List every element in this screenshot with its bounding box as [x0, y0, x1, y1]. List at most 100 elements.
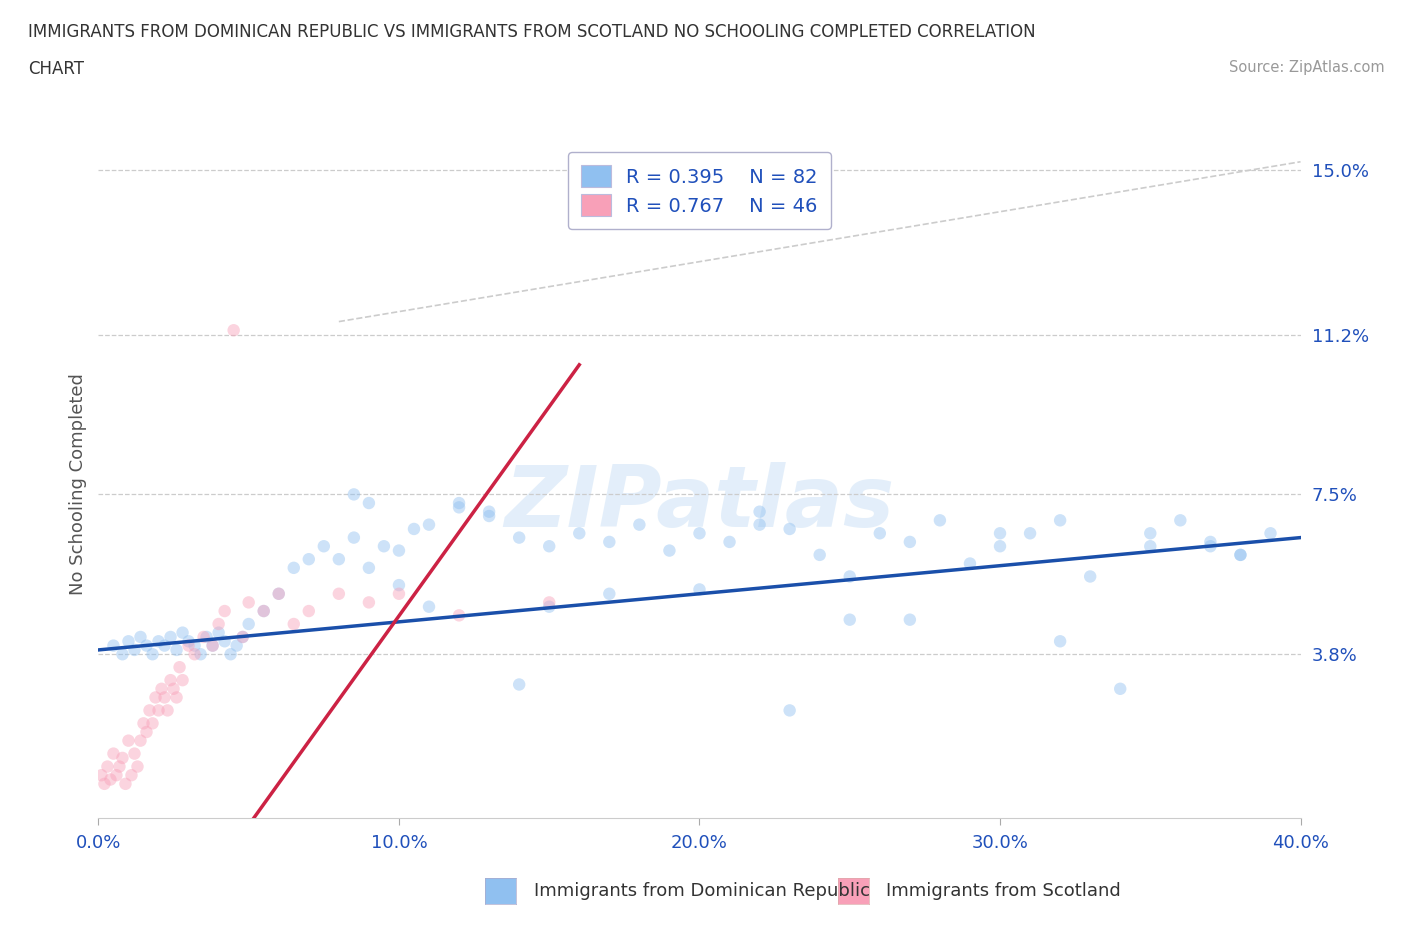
Point	[121, 768, 143, 783]
Point	[100, 772, 122, 787]
Point	[898, 535, 921, 550]
Point	[232, 630, 254, 644]
Point	[1139, 538, 1161, 553]
Point	[598, 535, 620, 550]
Point	[1049, 634, 1071, 649]
Point	[238, 595, 260, 610]
Point	[190, 646, 212, 661]
Point	[508, 530, 530, 545]
Point	[127, 759, 149, 774]
Point	[225, 638, 247, 653]
Point	[138, 703, 160, 718]
Point	[838, 569, 860, 584]
Point	[117, 733, 139, 748]
Point	[568, 525, 591, 540]
Point	[208, 625, 231, 640]
Point	[153, 690, 176, 705]
Point	[103, 746, 125, 761]
Point	[988, 525, 1011, 540]
Point	[508, 677, 530, 692]
Point	[148, 634, 170, 649]
Point	[283, 561, 305, 576]
Point	[177, 634, 200, 649]
Point	[1139, 525, 1161, 540]
Point	[343, 487, 366, 502]
Point	[838, 612, 860, 627]
Point	[219, 646, 242, 661]
Point	[1170, 512, 1192, 527]
Point	[718, 535, 741, 550]
Point	[172, 672, 194, 687]
Point	[1199, 535, 1222, 550]
Point	[658, 543, 681, 558]
Point	[183, 638, 205, 653]
Point	[177, 638, 200, 653]
Point	[478, 509, 501, 524]
Point	[598, 586, 620, 601]
Point	[538, 595, 561, 610]
Point	[298, 551, 321, 566]
Legend: R = 0.395    N = 82, R = 0.767    N = 46: R = 0.395 N = 82, R = 0.767 N = 46	[568, 152, 831, 229]
Point	[238, 617, 260, 631]
Point	[162, 682, 184, 697]
Point	[1109, 682, 1132, 697]
Point	[1049, 512, 1071, 527]
Point	[1199, 538, 1222, 553]
Point	[156, 703, 179, 718]
Point	[201, 638, 224, 653]
Point	[402, 522, 425, 537]
Point	[328, 551, 350, 566]
Point	[253, 604, 276, 618]
Point	[214, 604, 236, 618]
Point	[214, 634, 236, 649]
Point	[418, 599, 440, 614]
Point	[418, 517, 440, 532]
Point	[628, 517, 651, 532]
Point	[357, 561, 380, 576]
Point	[148, 703, 170, 718]
Point	[267, 586, 290, 601]
Point	[232, 630, 254, 644]
Point	[447, 608, 470, 623]
Point	[808, 548, 831, 563]
Text: Immigrants from Dominican Republic: Immigrants from Dominican Republic	[534, 882, 870, 900]
Point	[959, 556, 981, 571]
Point	[166, 690, 188, 705]
Point	[538, 538, 561, 553]
Point	[169, 659, 191, 674]
Point	[150, 682, 173, 697]
Point	[447, 496, 470, 511]
Point	[111, 646, 134, 661]
Point	[114, 777, 136, 791]
Point	[373, 538, 395, 553]
Point	[689, 582, 711, 597]
Y-axis label: No Schooling Completed: No Schooling Completed	[69, 373, 87, 594]
Point	[538, 599, 561, 614]
Point	[1260, 525, 1282, 540]
Point	[1229, 548, 1251, 563]
Point	[183, 646, 205, 661]
Point	[129, 733, 152, 748]
Point	[343, 530, 366, 545]
Point	[447, 500, 470, 515]
Point	[153, 638, 176, 653]
Point	[141, 646, 163, 661]
Point	[166, 643, 188, 658]
Point	[267, 586, 290, 601]
Point	[135, 638, 157, 653]
Point	[388, 543, 411, 558]
Point	[132, 716, 155, 731]
Point	[124, 643, 146, 658]
Point	[929, 512, 952, 527]
Point	[869, 525, 891, 540]
Point	[195, 630, 218, 644]
Point	[478, 504, 501, 519]
Point	[222, 323, 245, 338]
Point	[388, 578, 411, 592]
Point	[988, 538, 1011, 553]
Point	[388, 586, 411, 601]
Point	[141, 716, 163, 731]
Point	[779, 703, 801, 718]
Text: IMMIGRANTS FROM DOMINICAN REPUBLIC VS IMMIGRANTS FROM SCOTLAND NO SCHOOLING COMP: IMMIGRANTS FROM DOMINICAN REPUBLIC VS IM…	[28, 23, 1036, 41]
Point	[357, 595, 380, 610]
